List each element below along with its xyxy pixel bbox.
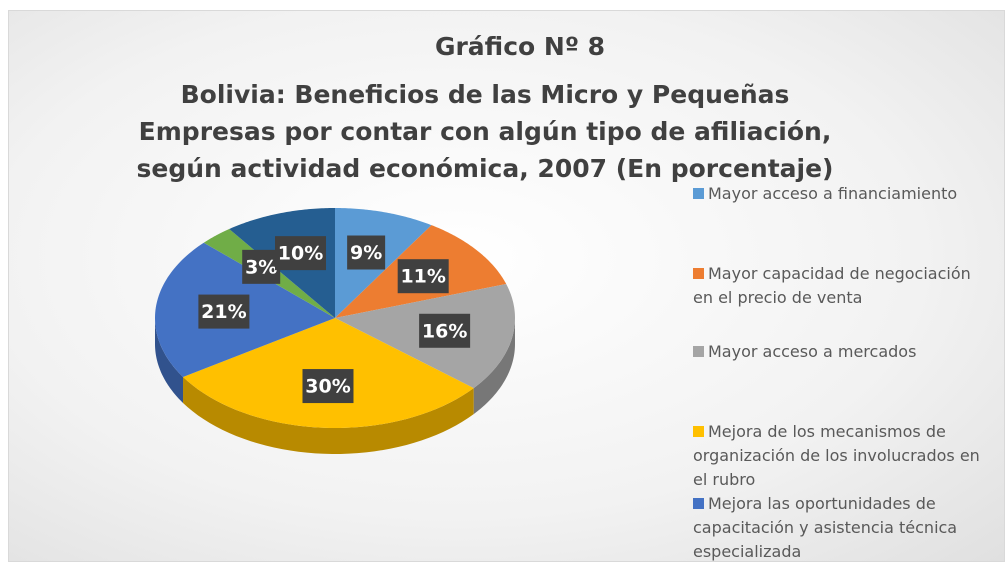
legend-swatch	[693, 346, 704, 357]
legend-item: Mayor acceso a mercados	[693, 340, 993, 364]
data-label: 3%	[245, 256, 277, 278]
legend-swatch	[693, 426, 704, 437]
legend-label: Mayor acceso a mercados	[708, 342, 917, 361]
legend-label: Mejora de los mecanismos de organización…	[693, 422, 980, 489]
slice-side	[183, 376, 474, 454]
legend-swatch	[693, 498, 704, 509]
data-label-box	[397, 259, 449, 294]
data-label-box	[419, 313, 471, 348]
slice-side	[155, 318, 184, 403]
legend-label: Mayor capacidad de negociación en el pre…	[693, 264, 971, 307]
data-label-box	[242, 249, 281, 284]
data-label: 30%	[305, 376, 350, 398]
legend-item: Mayor capacidad de negociación en el pre…	[693, 262, 993, 310]
data-label-box	[302, 369, 354, 404]
legend-swatch	[693, 268, 704, 279]
data-label-box	[347, 235, 386, 270]
legend-item: Mejora de los mecanismos de organización…	[693, 420, 993, 492]
chart-title: Gráfico Nº 8	[434, 32, 606, 61]
legend-item: Mayor acceso a financiamiento	[693, 182, 993, 206]
chart-subtitle: Bolivia: Beneficios de las Micro y Peque…	[136, 80, 834, 183]
data-label: 21%	[201, 301, 246, 323]
legend-label: Mejora las oportunidades de capacitación…	[693, 494, 958, 561]
data-label: 16%	[422, 320, 467, 342]
data-label-box	[275, 236, 327, 271]
data-label: 9%	[350, 242, 382, 264]
legend-item: Mejora las oportunidades de capacitación…	[693, 492, 993, 563]
data-label: 10%	[278, 243, 323, 265]
data-label: 11%	[400, 266, 445, 288]
legend-label: Mayor acceso a financiamiento	[708, 184, 958, 203]
legend-swatch	[693, 188, 704, 199]
slice-side	[473, 318, 515, 415]
data-label-box	[198, 294, 250, 329]
